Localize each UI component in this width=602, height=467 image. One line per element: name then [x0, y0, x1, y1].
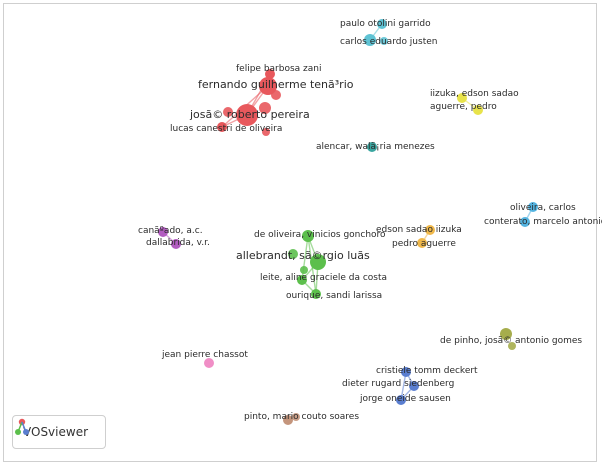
network-node-zani[interactable]	[265, 69, 275, 79]
network-node-otolini[interactable]	[377, 19, 387, 29]
network-node-label-dallabrida[interactable]: dallabrida, v.r.	[146, 238, 210, 248]
network-node-label-leite[interactable]: leite, aline graciele da costa	[260, 273, 387, 283]
network-node-aguerre1[interactable]	[473, 105, 483, 115]
network-node-label-canado[interactable]: canãºado, a.c.	[138, 226, 203, 236]
network-node-pinto-cluster-dot-0	[292, 413, 300, 421]
network-nodes	[158, 19, 538, 425]
vosviewer-logo-icon	[15, 418, 29, 435]
network-node-leite[interactable]	[297, 275, 307, 285]
network-node-label-deckert[interactable]: cristiele tomm deckert	[376, 366, 478, 376]
network-node-allebrandt-cluster-dot-1	[300, 266, 308, 274]
network-node-deckert[interactable]	[401, 367, 411, 377]
network-node-siedenberg[interactable]	[409, 381, 419, 391]
network-node-label-iizuka1[interactable]: iizuka, edson sadao	[430, 89, 519, 99]
network-node-justen-cluster-dot-0	[380, 37, 388, 45]
network-node-sausen[interactable]	[396, 395, 406, 405]
network-node-label-oliveira_c[interactable]: oliveira, carlos	[510, 203, 576, 213]
network-node-conterato[interactable]	[520, 217, 530, 227]
network-node-label-tenorio[interactable]: fernando guilherme tenã³rio	[198, 78, 354, 91]
vosviewer-logo[interactable]: VOSviewer	[12, 415, 106, 449]
network-node-label-iizuka2[interactable]: edson sadao iizuka	[376, 225, 462, 235]
network-node-label-otolini[interactable]: paulo otolini garrido	[340, 19, 431, 29]
network-node-label-siedenberg[interactable]: dieter rugard siedenberg	[342, 379, 454, 389]
vosviewer-logo-text: VOSviewer	[23, 425, 89, 439]
network-node-pinto[interactable]	[283, 415, 293, 425]
network-node-chassot[interactable]	[204, 358, 214, 368]
network-labels: paulo otolini garrido carlos eduardo just…	[138, 19, 602, 422]
network-node-label-conterato[interactable]: conterato, marcelo antonio	[484, 217, 602, 227]
network-node-ourique[interactable]	[311, 289, 321, 299]
network-node-justen[interactable]	[364, 34, 376, 46]
network-node-label-aguerre2[interactable]: pedro aguerre	[392, 239, 456, 249]
network-node-label-alencar[interactable]: alencar, walã¡ria menezes	[316, 142, 435, 152]
network-node-dallabrida[interactable]	[171, 239, 181, 249]
network-node-label-justen[interactable]: carlos eduardo justen	[340, 37, 437, 47]
network-node-label-sausen[interactable]: jorge oneide sausen	[359, 394, 451, 404]
network-node-gonchoro[interactable]	[302, 230, 314, 242]
network-node-pereira-cluster-dot-0	[259, 102, 271, 114]
network-node-pereira[interactable]	[236, 104, 258, 126]
network-node-label-chassot[interactable]: jean pierre chassot	[161, 350, 248, 360]
network-node-iizuka2[interactable]	[425, 225, 435, 235]
network-node-canado[interactable]	[158, 227, 168, 237]
network-node-alencar[interactable]	[367, 142, 377, 152]
network-node-aguerre2[interactable]	[417, 238, 427, 248]
network-node-iizuka1[interactable]	[457, 93, 467, 103]
network-node-canestri[interactable]	[217, 122, 227, 132]
network-node-label-ourique[interactable]: ourique, sandi larissa	[286, 291, 382, 301]
network-node-label-pereira[interactable]: josã© roberto pereira	[189, 108, 310, 121]
network-node-tenorio[interactable]	[259, 77, 277, 95]
network-node-label-gonchoro[interactable]: de oliveira, vinicios gonchoro	[254, 230, 386, 240]
network-node-depinho[interactable]	[500, 328, 512, 340]
network-node-label-allebrandt[interactable]: allebrandt, sã©rgio luã­s	[236, 249, 370, 262]
network-node-allebrandt-cluster-dot-0	[288, 249, 298, 259]
network-node-label-canestri[interactable]: lucas canestri de oliveira	[170, 124, 282, 134]
network-node-label-zani[interactable]: felipe barbosa zani	[236, 64, 321, 74]
network-node-label-depinho[interactable]: de pinho, josã© antonio gomes	[440, 336, 582, 346]
network-canvas-frame	[3, 3, 597, 462]
network-node-oliveira_c[interactable]	[528, 202, 538, 212]
network-node-label-aguerre1[interactable]: aguerre, pedro	[430, 102, 497, 112]
network-node-label-pinto[interactable]: pinto, mario couto soares	[244, 412, 359, 422]
network-node-pereira-cluster-dot-1	[223, 107, 233, 117]
network-node-pereira-cluster-dot-2	[262, 128, 270, 136]
network-node-depinho-cluster-dot-0	[508, 342, 516, 350]
network-node-allebrandt[interactable]	[310, 254, 326, 270]
